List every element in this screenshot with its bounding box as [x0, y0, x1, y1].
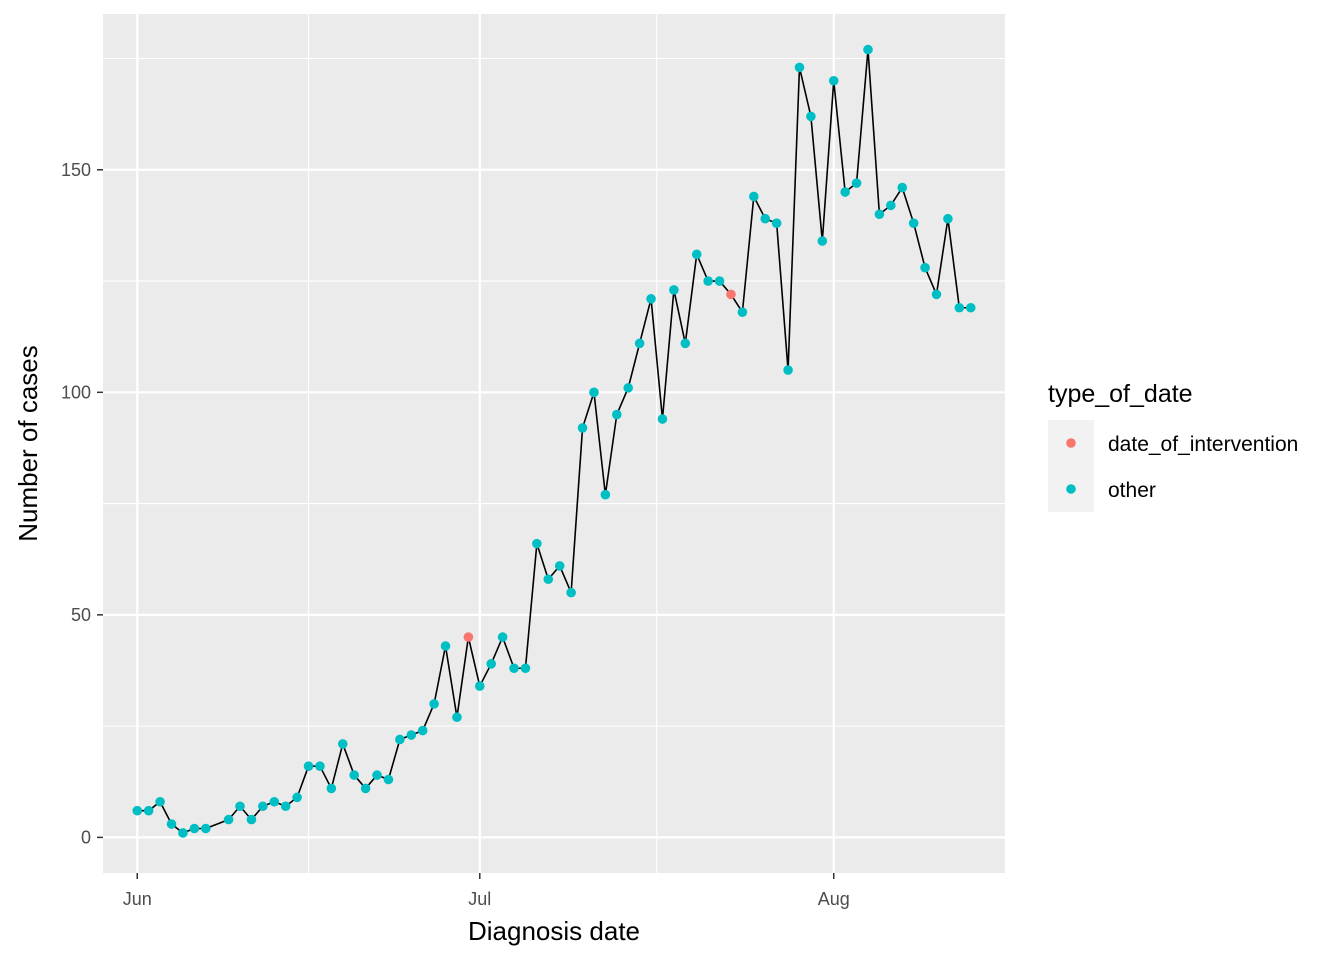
data-point: [920, 262, 930, 273]
data-point: [132, 805, 143, 816]
x-axis: Jun Jul Aug: [123, 873, 850, 909]
data-point: [691, 249, 702, 260]
data-point: [577, 423, 588, 433]
data-point: [486, 659, 497, 669]
data-point: [178, 828, 188, 838]
data-point: [452, 712, 462, 723]
data-point: [143, 805, 154, 816]
legend-key: [1066, 438, 1076, 448]
data-point: [246, 814, 257, 825]
data-point: [155, 796, 165, 807]
x-tick-label: Jul: [468, 889, 491, 909]
data-point: [497, 632, 508, 642]
data-point: [600, 489, 611, 500]
legend-label: other: [1108, 479, 1156, 502]
major-gridlines: [103, 14, 1005, 873]
data-point: [360, 783, 371, 794]
legend-label: date_of_intervention: [1108, 433, 1298, 456]
data-point: [566, 587, 576, 598]
data-point: [760, 213, 771, 224]
data-point: [863, 44, 873, 55]
data-point: [532, 538, 542, 549]
data-point: [965, 302, 976, 313]
data-point: [886, 200, 896, 211]
data-point: [223, 814, 234, 825]
y-axis-title: Number of cases: [13, 345, 43, 542]
data-point: [657, 414, 668, 424]
y-tick-label: 0: [81, 827, 91, 847]
y-tick-label: 100: [61, 382, 91, 402]
data-point: [954, 302, 965, 313]
data-point: [315, 761, 325, 771]
x-tick-label: Aug: [818, 889, 850, 909]
data-point: [258, 801, 268, 812]
data-point: [429, 699, 439, 709]
data-point: [737, 307, 748, 318]
data-point: [235, 801, 245, 812]
legend-keys-background: [1048, 420, 1094, 512]
data-point: [634, 338, 645, 349]
data-point: [395, 734, 405, 745]
data-point: [543, 574, 554, 585]
data-point: [611, 409, 622, 420]
data-point: [463, 632, 474, 642]
data-point: [292, 792, 302, 803]
data-point: [897, 182, 908, 193]
data-point: [817, 236, 828, 246]
data-point: [703, 276, 713, 286]
data-point: [303, 761, 314, 771]
data-point: [874, 209, 885, 220]
data-point: [520, 663, 531, 674]
data-point: [417, 725, 428, 736]
data-point: [669, 285, 679, 295]
data-point: [783, 365, 793, 375]
data-point: [406, 730, 417, 740]
data-point: [806, 111, 816, 122]
x-axis-title: Diagnosis date: [468, 916, 640, 946]
data-point: [280, 801, 291, 812]
data-point: [383, 774, 394, 785]
data-point: [200, 823, 211, 834]
data-point: [440, 641, 451, 651]
data-point: [623, 383, 634, 393]
data-point: [840, 187, 850, 197]
data-point: [794, 62, 805, 73]
data-point: [680, 338, 691, 349]
data-point: [714, 276, 725, 286]
y-axis: 0 50 100 150: [61, 160, 103, 847]
y-tick-label: 50: [71, 605, 91, 625]
data-point: [749, 191, 759, 202]
data-point: [908, 218, 919, 228]
data-point: [349, 770, 359, 780]
data-point: [589, 387, 599, 398]
data-point: [189, 823, 200, 834]
data-point: [337, 739, 348, 749]
data-points: [132, 44, 976, 838]
data-point: [646, 294, 656, 304]
legend-title: type_of_date: [1048, 380, 1193, 408]
data-point: [943, 213, 953, 224]
data-point: [554, 561, 565, 571]
data-point: [509, 663, 519, 674]
x-tick-label: Jun: [123, 889, 152, 909]
data-point: [851, 178, 862, 188]
data-point: [828, 75, 839, 86]
y-tick-label: 150: [61, 160, 91, 180]
data-point: [931, 289, 942, 300]
data-point: [326, 783, 337, 794]
data-point: [726, 289, 736, 300]
data-point: [372, 770, 382, 780]
data-point: [269, 796, 280, 807]
minor-gridlines: [103, 14, 1005, 873]
data-point: [771, 218, 782, 228]
plot-panel: [103, 14, 1005, 873]
data-point: [474, 681, 485, 691]
legend-key: [1066, 484, 1076, 494]
data-point: [166, 819, 177, 829]
